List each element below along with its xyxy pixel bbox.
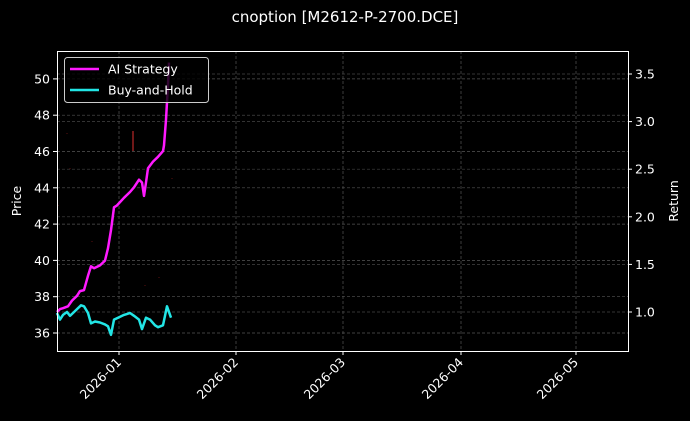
y-axis-label: Price <box>9 185 24 216</box>
y-tick-label: 46 <box>34 144 50 159</box>
series-lines <box>55 62 173 337</box>
series-line <box>55 304 173 337</box>
y2-tick-label: 2.0 <box>635 209 655 224</box>
y2-axis-label: Return <box>666 180 681 221</box>
y2-tick-label: 3.5 <box>635 67 655 82</box>
y-tick-label: 38 <box>34 289 50 304</box>
x-tick-label: 2026-02 <box>194 355 242 403</box>
y-tick-label: 50 <box>34 71 50 86</box>
chart-title: cnoption [M2612-P-2700.DCE] <box>231 8 459 26</box>
legend: AI Strategy Buy-and-Hold <box>64 57 209 103</box>
y2-tick-label: 3.0 <box>635 114 655 129</box>
x-tick-label: 2026-05 <box>534 355 582 403</box>
series-line <box>56 62 171 313</box>
y-tick-label: 42 <box>34 217 50 232</box>
x-tick-label: 2026-01 <box>77 355 125 403</box>
y-tick-label: 44 <box>34 180 50 195</box>
x-axis: 2026-01 2026-02 2026-03 2026-04 2026-05 <box>77 351 582 403</box>
y-tick-label: 48 <box>34 108 50 123</box>
legend-label: Buy-and-Hold <box>108 83 193 98</box>
y2-tick-label: 1.5 <box>635 257 655 272</box>
left-y-axis: 36 38 40 42 44 46 48 50 <box>34 71 57 341</box>
y-tick-label: 36 <box>34 326 50 341</box>
right-y-axis: 1.0 1.5 2.0 2.5 3.0 3.5 <box>628 67 655 320</box>
x-tick-label: 2026-04 <box>419 354 467 402</box>
y-tick-label: 40 <box>34 253 50 268</box>
x-tick-label: 2026-03 <box>301 355 349 403</box>
y2-tick-label: 1.0 <box>635 305 655 320</box>
y2-tick-label: 2.5 <box>635 162 655 177</box>
legend-label: AI Strategy <box>108 62 178 77</box>
